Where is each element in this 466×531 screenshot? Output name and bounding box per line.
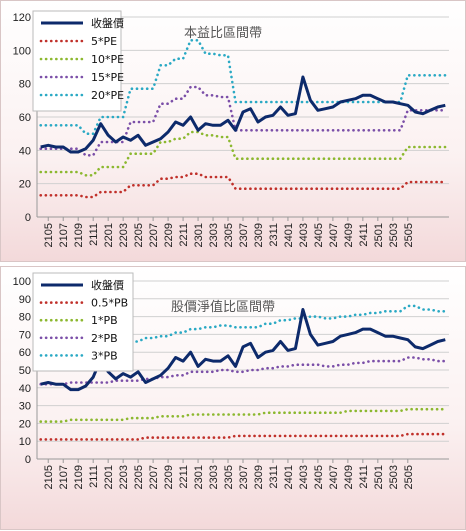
- y-tick-label: 30: [19, 401, 31, 413]
- y-tick-label: 100: [13, 45, 31, 57]
- x-tick-label: 2205: [133, 465, 145, 489]
- series-line-0: [40, 308, 446, 392]
- x-tick-label: 2211: [178, 223, 190, 247]
- x-tick-label: 2111: [88, 465, 100, 488]
- x-tick-label: 2107: [58, 465, 70, 489]
- x-tick-label: 2209: [163, 223, 175, 247]
- x-tick-label: 2503: [388, 465, 400, 489]
- x-tick-label: 2109: [73, 465, 85, 489]
- x-tick-label: 2305: [223, 223, 235, 247]
- x-tick-label: 2311: [268, 223, 280, 247]
- y-tick-label: 120: [13, 12, 31, 24]
- x-tick-label: 2409: [343, 223, 355, 247]
- y-tick-label: 20: [19, 418, 31, 430]
- x-tick-label: 2401: [283, 223, 295, 247]
- series-line-3: [39, 85, 447, 157]
- x-tick-label: 2203: [118, 223, 130, 247]
- legend-label-4: 20*PE: [91, 89, 124, 102]
- x-tick-label: 2409: [343, 465, 355, 489]
- x-tick-label: 2503: [388, 223, 400, 247]
- series-line-3: [39, 356, 447, 386]
- y-tick-label: 50: [19, 365, 31, 377]
- y-tick-label: 0: [25, 454, 31, 466]
- x-tick-label: 2301: [193, 465, 205, 489]
- x-tick-label: 2505: [403, 465, 415, 489]
- series-line-1: [39, 432, 447, 441]
- legend: 收盤價 0.5*PB 1*PB 2*PB 3*PB: [32, 272, 134, 372]
- x-tick-label: 2207: [148, 223, 160, 247]
- legend-label-4: 3*PB: [91, 349, 118, 362]
- series-line-0: [40, 75, 446, 154]
- y-tick-label: 20: [19, 179, 31, 191]
- x-tick-label: 2309: [253, 465, 265, 489]
- pb-band-chart-panel: 0 10 20 30 40 50 60 70 80 90 100 2105 2107 2109 2111 22…: [0, 266, 466, 530]
- x-tick-label: 2311: [268, 465, 280, 489]
- x-tick-label: 2303: [208, 465, 220, 489]
- chart-title: 本益比區間帶: [184, 26, 262, 41]
- x-tick-label: 2303: [208, 223, 220, 247]
- y-tick-label: 10: [19, 436, 31, 448]
- x-tick-label: 2405: [313, 465, 325, 489]
- x-tick-label: 2405: [313, 223, 325, 247]
- x-tick-label: 2209: [163, 465, 175, 489]
- y-tick-label: 80: [19, 312, 31, 324]
- legend-label-1: 0.5*PB: [91, 297, 128, 310]
- x-tick-label: 2301: [193, 223, 205, 247]
- y-tick-label: 80: [19, 79, 31, 91]
- x-tick-label: 2305: [223, 465, 235, 489]
- pe-band-chart-panel: 0 20 40 60 80 100 120 2105 2107 2109 2111 2201 2203 2…: [0, 0, 466, 262]
- x-tick-label: 2505: [403, 223, 415, 247]
- y-tick-label: 90: [19, 294, 31, 306]
- series-line-2: [39, 130, 447, 177]
- legend-label-0: 收盤價: [91, 278, 124, 292]
- x-tick-label: 2211: [178, 465, 190, 489]
- x-tick-label: 2403: [298, 465, 310, 489]
- series-line-4: [39, 38, 447, 135]
- y-tick-label: 40: [19, 145, 31, 157]
- y-tick-label: 0: [25, 212, 31, 224]
- legend: 收盤價 5*PE 10*PE 15*PE 20*PE: [32, 10, 124, 112]
- legend-label-2: 10*PE: [91, 53, 124, 66]
- x-tick-label: 2107: [58, 223, 70, 247]
- x-tick-label: 2309: [253, 223, 265, 247]
- x-tick-label: 2307: [238, 465, 250, 489]
- x-tick-label: 2109: [73, 223, 85, 247]
- x-tick-label: 2407: [328, 223, 340, 247]
- y-tick-label: 100: [13, 276, 31, 288]
- y-tick-label: 40: [19, 383, 31, 395]
- x-tick-label: 2407: [328, 465, 340, 489]
- x-tick-label: 2201: [103, 465, 115, 489]
- legend-label-3: 15*PE: [91, 71, 124, 84]
- x-tick-label: 2501: [373, 465, 385, 489]
- legend-label-3: 2*PB: [91, 332, 118, 345]
- x-tick-label: 2411: [358, 465, 370, 489]
- y-tick-label: 70: [19, 329, 31, 341]
- x-tick-label: 2411: [358, 223, 370, 247]
- series-line-1: [39, 172, 447, 199]
- x-tick-label: 2401: [283, 465, 295, 489]
- x-tick-label: 2111: [88, 223, 100, 246]
- x-tick-label: 2203: [118, 465, 130, 489]
- legend-box: [32, 272, 134, 372]
- y-tick-label: 60: [19, 347, 31, 359]
- legend-label-2: 1*PB: [91, 314, 118, 327]
- chart-title: 股價淨值比區間帶: [171, 299, 275, 315]
- x-tick-label: 2207: [148, 465, 160, 489]
- legend-label-0: 收盤價: [91, 16, 124, 30]
- x-tick-label: 2501: [373, 223, 385, 247]
- x-tick-label: 2403: [298, 223, 310, 247]
- x-tick-label: 2307: [238, 223, 250, 247]
- x-tick-label: 2201: [103, 223, 115, 247]
- y-tick-label: 60: [19, 112, 31, 124]
- legend-label-1: 5*PE: [91, 35, 117, 48]
- series-line-2: [39, 407, 447, 423]
- x-tick-label: 2105: [43, 223, 55, 247]
- x-tick-label: 2105: [43, 465, 55, 489]
- x-tick-label: 2205: [133, 223, 145, 247]
